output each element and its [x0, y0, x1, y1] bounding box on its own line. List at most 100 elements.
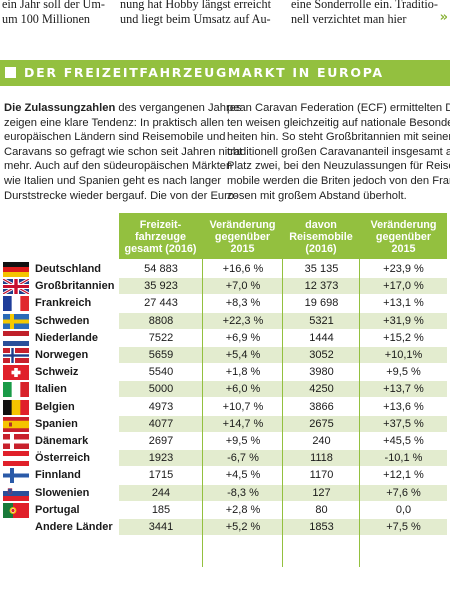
- country-name: Spanien: [35, 417, 78, 430]
- total-change-value: +8,3 %: [203, 295, 283, 312]
- flag-norway-icon: [3, 348, 29, 363]
- header-total-change: Veränderung gegenüber 2015: [203, 213, 282, 259]
- total-value: 5000: [119, 381, 203, 398]
- text-line: eine Sonderrolle ein. Traditio-: [291, 0, 438, 11]
- header-line: Reisemobile: [289, 230, 353, 243]
- flag-italy-icon: [3, 382, 29, 398]
- header-line: gegenüber: [375, 230, 432, 243]
- section-banner: DER FREIZEITFAHRZEUGMARKT IN EUROPA: [0, 60, 450, 86]
- header-line: davon: [305, 218, 337, 231]
- flag-sweden-icon: [3, 313, 29, 329]
- total-change-value: +9,5 %: [203, 433, 283, 449]
- header-line: Veränderung: [209, 218, 276, 231]
- column-divider: [282, 213, 283, 567]
- country-name: Finnland: [35, 469, 81, 482]
- country-name: Belgien: [35, 400, 75, 413]
- total-change-value: +22,3 %: [203, 312, 283, 329]
- text-line: nung hat Hobby längst erreicht: [120, 0, 271, 11]
- table-row: Belgien 4973 +10,7 % 3866 +13,6 %: [3, 398, 447, 415]
- total-value: 2697: [119, 433, 203, 449]
- total-change-value: +1,8 %: [203, 364, 283, 381]
- country-name: Slowenien: [35, 486, 90, 499]
- text-line: Platz zwei, bei den Neuzulassungen für R…: [227, 160, 450, 173]
- total-value: 7522: [119, 329, 203, 346]
- total-change-value: -6,7 %: [203, 450, 283, 467]
- motorhomes-change-value: +31,9 %: [360, 312, 447, 329]
- total-value: 3441: [119, 519, 203, 535]
- table-row: Spanien 4077 +14,7 % 2675 +37,5 %: [3, 415, 447, 432]
- motorhomes-change-value: +15,2 %: [360, 329, 447, 346]
- text-line: mobile werden die Briten jedoch von den …: [227, 174, 450, 187]
- total-change-value: +10,7 %: [203, 398, 283, 415]
- text-line: ein Jahr soll der Um-: [2, 0, 105, 11]
- motorhomes-value: 12 373: [283, 278, 360, 295]
- header-motorhomes: davon Reisemobile (2016): [283, 213, 359, 259]
- flag-slovenia-icon: [3, 485, 29, 501]
- header-motorhomes-change: Veränderung gegenüber 2015: [360, 213, 447, 259]
- total-value: 4077: [119, 415, 203, 432]
- total-change-value: +6,9 %: [203, 329, 283, 346]
- motorhomes-value: 3866: [283, 398, 360, 415]
- header-line: Freizeit-: [139, 218, 182, 231]
- header-line: 2015: [391, 242, 416, 255]
- header-line: gesamt (2016): [124, 242, 197, 255]
- total-value: 244: [119, 484, 203, 501]
- text-column-2: nung hat Hobby längst erreicht und liegt…: [120, 0, 280, 26]
- text-column-1: ein Jahr soll der Um- um 100 Millionen: [2, 0, 112, 26]
- motorhomes-value: 4250: [283, 381, 360, 398]
- header-line: gegenüber: [214, 230, 271, 243]
- motorhomes-change-value: 0,0: [360, 501, 447, 518]
- total-value: 5540: [119, 364, 203, 381]
- total-value: 35 923: [119, 278, 203, 295]
- square-bullet-icon: [5, 67, 16, 78]
- table-row: Frankreich 27 443 +8,3 % 19 698 +13,1 %: [3, 295, 447, 312]
- previous-article-text: ein Jahr soll der Um- um 100 Millionen n…: [0, 0, 450, 34]
- motorhomes-change-value: +45,5 %: [360, 433, 447, 449]
- flag-netherlands-icon: [3, 330, 29, 346]
- total-change-value: +2,8 %: [203, 501, 283, 518]
- motorhomes-change-value: +13,7 %: [360, 381, 447, 398]
- motorhomes-change-value: +12,1 %: [360, 467, 447, 484]
- motorhomes-change-value: -10,1 %: [360, 450, 447, 467]
- total-value: 1715: [119, 467, 203, 484]
- flag-austria-icon: [3, 451, 29, 467]
- motorhomes-change-value: +7,6 %: [360, 484, 447, 501]
- motorhomes-value: 1853: [283, 519, 360, 535]
- country-name: Großbritannien: [35, 280, 115, 293]
- motorhomes-change-value: +23,9 %: [360, 261, 447, 277]
- table-row: Niederlande 7522 +6,9 % 1444 +15,2 %: [3, 329, 447, 346]
- text-line: zosen mit großem Abstand überholt.: [227, 189, 407, 202]
- total-value: 4973: [119, 398, 203, 415]
- lead-in: Die Zulassungzahlen: [4, 102, 116, 114]
- table-row: Slowenien 244 -8,3 % 127 +7,6 %: [3, 484, 447, 501]
- total-change-value: +6,0 %: [203, 381, 283, 398]
- motorhomes-value: 35 135: [283, 261, 360, 277]
- motorhomes-value: 3980: [283, 364, 360, 381]
- country-name: Dänemark: [35, 435, 89, 447]
- motorhomes-value: 1444: [283, 329, 360, 346]
- motorhomes-change-value: +17,0 %: [360, 278, 447, 295]
- motorhomes-change-value: +7,5 %: [360, 519, 447, 535]
- motorhomes-value: 1170: [283, 467, 360, 484]
- text-line: nell verzichtet man hier: [291, 11, 407, 26]
- flag-france-icon: [3, 296, 29, 312]
- total-value: 185: [119, 501, 203, 518]
- header-line: 2015: [230, 242, 255, 255]
- text-column-3: eine Sonderrolle ein. Traditio- nell ver…: [291, 0, 438, 26]
- table-row: Österreich 1923 -6,7 % 1118 -10,1 %: [3, 450, 447, 467]
- motorhomes-value: 80: [283, 501, 360, 518]
- flag-uk-icon: [3, 279, 29, 295]
- country-name: Schweden: [35, 314, 90, 327]
- text-line: heiten hin. So steht Großbritannien mit …: [227, 131, 450, 144]
- country-name: Niederlande: [35, 331, 98, 344]
- total-change-value: +5,2 %: [203, 519, 283, 535]
- motorhomes-value: 19 698: [283, 295, 360, 312]
- country-name: Deutschland: [35, 263, 102, 275]
- text-line: Die Zulassungzahlen des vergangenen Jahr…: [4, 101, 242, 116]
- total-change-value: +5,4 %: [203, 347, 283, 363]
- flag-portugal-icon: [3, 502, 29, 518]
- total-change-value: -8,3 %: [203, 484, 283, 501]
- total-change-value: +16,6 %: [203, 261, 283, 277]
- motorhomes-change-value: +9,5 %: [360, 364, 447, 381]
- table-row: Portugal 185 +2,8 % 80 0,0: [3, 501, 447, 518]
